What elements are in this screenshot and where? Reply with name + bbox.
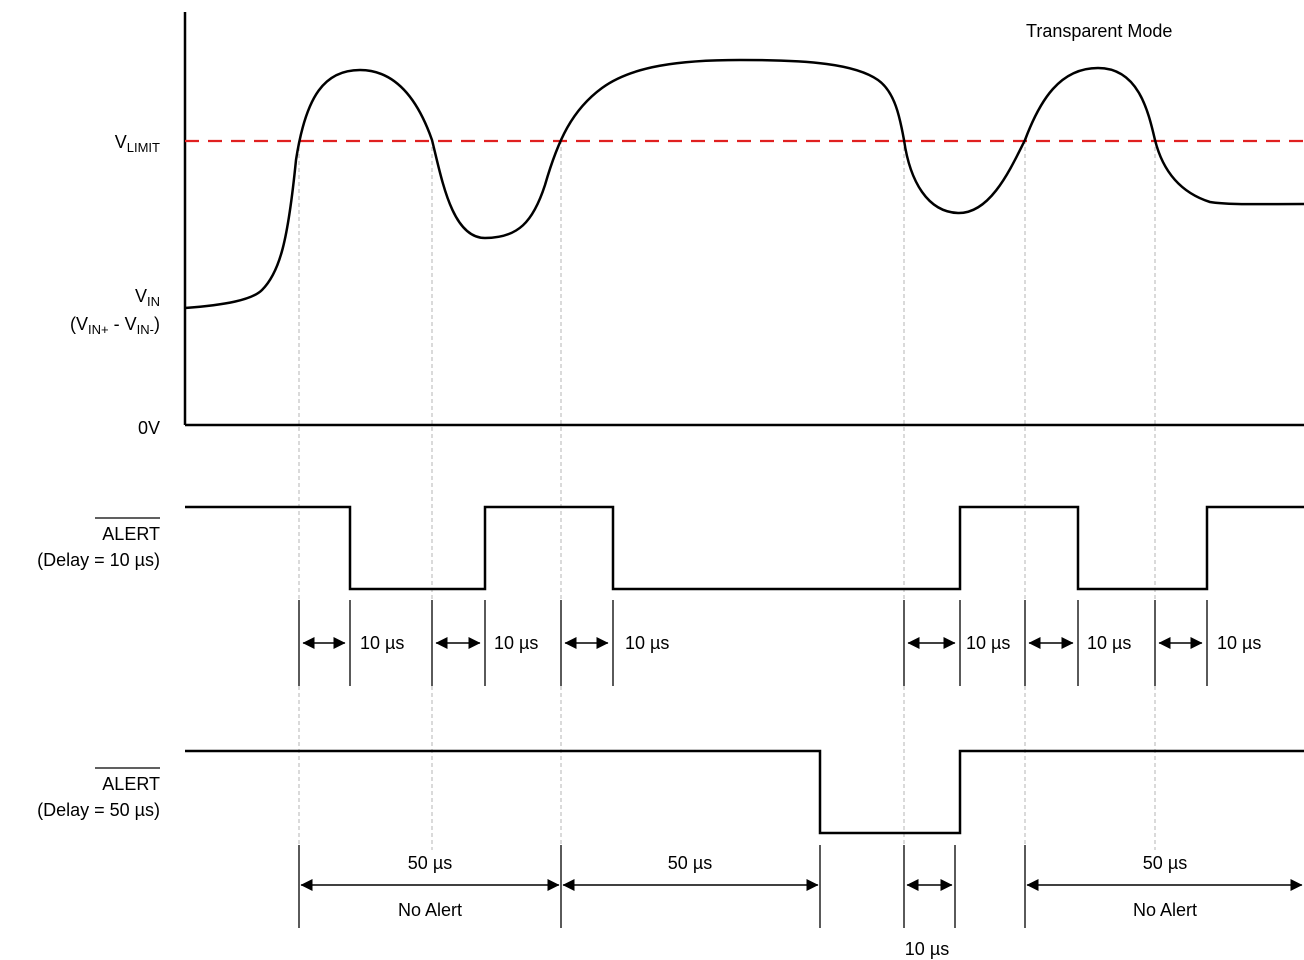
svg-text:VIN: VIN: [135, 286, 160, 309]
interval-50us-label-4: 50 µs: [1143, 853, 1187, 873]
svg-text:VLIMIT: VLIMIT: [115, 132, 160, 155]
alert-10us-label: ALERT (Delay = 10 µs): [37, 517, 160, 570]
interval-10us-label-6: 10 µs: [1217, 633, 1261, 653]
svg-text:ALERT: ALERT: [102, 524, 160, 544]
alert-50us-label: ALERT (Delay = 50 µs): [37, 767, 160, 820]
interval-10us-label-4: 10 µs: [966, 633, 1010, 653]
interval-10us-label-1: 10 µs: [360, 633, 404, 653]
interval-50us-label-2: 50 µs: [668, 853, 712, 873]
no-alert-label-1: No Alert: [398, 900, 462, 920]
vin-waveform: [184, 58, 1304, 310]
no-alert-label-2: No Alert: [1133, 900, 1197, 920]
alert-50us-waveform: [185, 749, 1304, 835]
interval-50us-label-1: 50 µs: [408, 853, 452, 873]
intervals-50us: 50 µs No Alert 50 µs 10 µs 50 µs No Aler…: [298, 845, 1303, 959]
alert-10us-waveform: [185, 505, 1304, 591]
interval-10us-label-alert2: 10 µs: [905, 939, 949, 959]
axes: [183, 12, 1304, 427]
vin-label: VIN (VIN+ - VIN-): [70, 286, 160, 337]
svg-text:(VIN+ - VIN-): (VIN+ - VIN-): [70, 314, 160, 337]
svg-text:ALERT: ALERT: [102, 774, 160, 794]
interval-10us-label-5: 10 µs: [1087, 633, 1131, 653]
svg-text:(Delay = 10 µs): (Delay = 10 µs): [37, 550, 160, 570]
interval-10us-label-2: 10 µs: [494, 633, 538, 653]
vlimit-label: VLIMIT: [115, 132, 160, 155]
zero-volt-label: 0V: [138, 418, 160, 438]
svg-text:(Delay = 50 µs): (Delay = 50 µs): [37, 800, 160, 820]
interval-10us-label-3: 10 µs: [625, 633, 669, 653]
mode-label: Transparent Mode: [1026, 21, 1172, 41]
guide-lines: [298, 140, 1156, 930]
intervals-10us: 10 µs 10 µs 10 µs 10 µs 10 µs 10 µs: [298, 600, 1261, 686]
